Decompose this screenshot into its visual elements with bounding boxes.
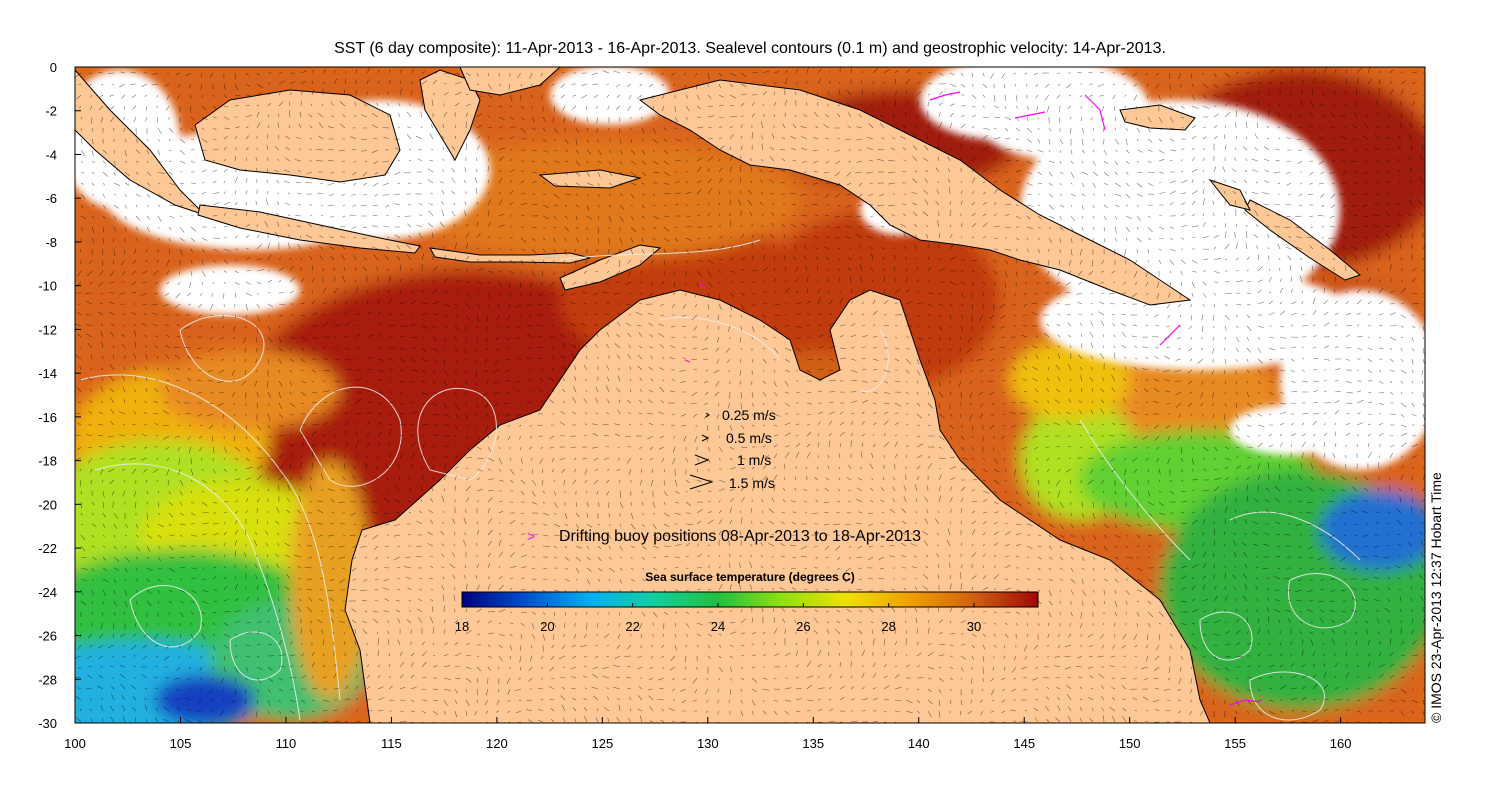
colorbar-tick-label: 30	[967, 619, 981, 634]
map-title: SST (6 day composite): 11-Apr-2013 - 16-…	[334, 40, 1166, 57]
plot-area	[75, 67, 1425, 723]
new-guinea-land	[638, 79, 1192, 306]
new-britain-land	[1119, 104, 1196, 131]
y-tick-label: -22	[38, 541, 57, 556]
velocity-legend-label: 1 m/s	[737, 452, 771, 468]
timor-land	[559, 244, 662, 291]
x-tick-label: 160	[1330, 736, 1352, 751]
velocity-legend-item: 1 m/s	[694, 452, 771, 468]
velocity-legend-label: 0.5 m/s	[726, 430, 772, 446]
australia-land	[344, 289, 1211, 723]
sealevel-contours	[79, 239, 1361, 721]
colorbar-tick-label: 22	[625, 619, 639, 634]
buoy-legend: > Drifting buoy positions 08-Apr-2013 to…	[527, 528, 921, 545]
y-tick-label: -30	[38, 716, 57, 731]
x-tick-label: 115	[381, 736, 402, 751]
credit-text: © IMOS 23-Apr-2013 12:37 Hobart Time	[1428, 472, 1444, 723]
y-tick-label: -2	[45, 104, 57, 119]
buoy-legend-symbol: >	[527, 528, 535, 544]
colorbar-tick-label: 24	[711, 619, 725, 634]
y-tick-label: -26	[38, 629, 57, 644]
colorbar-tick-label: 26	[796, 619, 810, 634]
velocity-legend-label: 0.25 m/s	[722, 407, 776, 423]
velocity-legend-arrow	[705, 412, 710, 418]
bougainville-land	[1208, 178, 1251, 211]
y-tick-label: -14	[38, 366, 57, 381]
colorbar-title: Sea surface temperature (degrees C)	[645, 570, 854, 584]
velocity-legend-item: 0.25 m/s	[705, 407, 776, 423]
java-land	[197, 204, 421, 254]
mindanao-land	[459, 67, 561, 96]
velocity-legend: 0.25 m/s 0.5 m/s 1 m/s 1.5 m/s	[689, 407, 776, 491]
y-tick-label: 0	[50, 60, 57, 75]
seram-land	[538, 169, 642, 189]
velocity-vectors	[75, 67, 1425, 723]
y-tick-label: -4	[45, 147, 57, 162]
lesser-sunda-land	[429, 247, 591, 264]
x-tick-label: 125	[591, 736, 613, 751]
x-tick-label: 120	[486, 736, 508, 751]
velocity-legend-item: 1.5 m/s	[689, 474, 775, 491]
buoy-legend-label: Drifting buoy positions 08-Apr-2013 to 1…	[559, 528, 921, 545]
buoy-tracks	[684, 91, 1261, 706]
velocity-legend-arrow	[701, 434, 710, 442]
y-tick-label: -20	[38, 497, 57, 512]
y-tick-label: -8	[45, 235, 57, 250]
sulawesi-land	[419, 69, 481, 162]
velocity-vector-field	[75, 67, 1425, 723]
plot-frame	[74, 66, 1426, 724]
x-tick-label: 110	[276, 736, 297, 751]
colorbar-tick-label: 28	[881, 619, 895, 634]
colorbar-tick-label: 18	[455, 619, 469, 634]
velocity-legend-item: 0.5 m/s	[701, 430, 772, 446]
y-tick-label: -10	[38, 279, 57, 294]
velocity-legend-arrow	[694, 454, 710, 466]
x-tick-label: 140	[908, 736, 930, 751]
velocity-legend-arrow	[689, 474, 714, 490]
colorbar-gradient	[461, 591, 1039, 608]
x-tick-label: 145	[1013, 736, 1035, 751]
velocity-legend-label: 1.5 m/s	[729, 475, 775, 491]
y-axis-ticks: 0 -2 -4 -6 -8 -10 -12 -14 -16 -18 -20 -22 -24 -26 -28 -…	[38, 60, 81, 731]
x-tick-label: 150	[1119, 736, 1141, 751]
land-masses	[75, 67, 1362, 723]
y-tick-label: -24	[38, 585, 57, 600]
x-tick-label: 105	[170, 736, 192, 751]
sumatra-land	[75, 69, 206, 216]
x-tick-label: 130	[697, 736, 719, 751]
y-tick-label: -28	[38, 672, 57, 687]
y-tick-label: -18	[38, 454, 57, 469]
y-tick-label: -16	[38, 410, 57, 425]
x-tick-label: 100	[64, 736, 86, 751]
y-tick-label: -6	[45, 191, 57, 206]
sst-colorbar: Sea surface temperature (degrees C) 18 20…	[455, 570, 1039, 634]
x-tick-label: 135	[802, 736, 824, 751]
x-axis-ticks: 100 105 110 115 120 125 130 135 140 145 150 155 160	[64, 717, 1351, 751]
y-tick-label: -12	[38, 322, 57, 337]
colorbar-ticks: 18 20 22 24 26 28 30	[455, 603, 981, 634]
colorbar-tick-label: 20	[540, 619, 554, 634]
x-tick-label: 155	[1224, 736, 1246, 751]
